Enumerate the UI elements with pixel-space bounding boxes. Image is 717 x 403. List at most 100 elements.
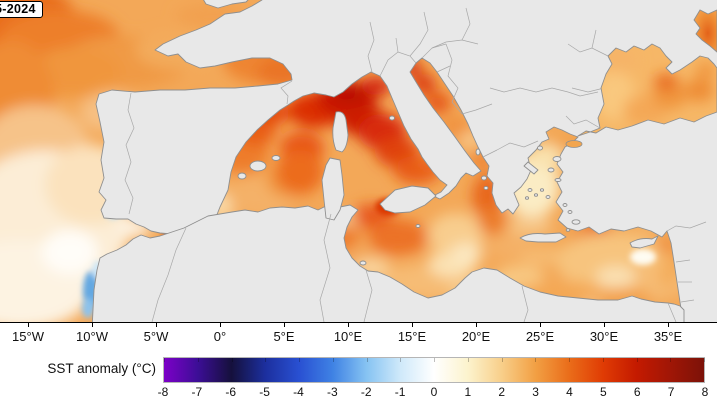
colorbar-tick-label: -4	[293, 385, 304, 399]
x-axis-tick	[668, 323, 669, 327]
x-axis-tick	[476, 323, 477, 327]
island-sicily	[379, 185, 437, 214]
island-dodecanese-1	[562, 203, 568, 207]
x-axis-tick-label: 10°W	[76, 329, 108, 344]
x-axis-tick-label: 15°W	[12, 329, 44, 344]
x-axis-tick	[220, 323, 221, 327]
colorbar-tick-label: 7	[667, 385, 675, 399]
landmasses	[91, 0, 717, 322]
island-chios	[547, 167, 555, 173]
x-axis-tick-label: 20°E	[461, 329, 491, 344]
island-cyclades-5	[545, 195, 551, 199]
mediterranean-map: 5-2024	[0, 0, 717, 322]
colorbar-tick	[670, 358, 672, 362]
island-menorca	[271, 155, 281, 161]
island-samos	[554, 178, 562, 182]
sea-of-marmara	[565, 140, 583, 148]
colorbar-tick	[636, 358, 638, 362]
island-karpathos	[565, 228, 571, 232]
colorbar-tick-label: 1	[464, 385, 472, 399]
x-axis-tick-label: 10°E	[333, 329, 363, 344]
colorbar-tick-label: -1	[394, 385, 406, 399]
sea-of-azov	[693, 9, 717, 53]
island-djerba	[359, 260, 367, 266]
island-cyclades-1	[527, 188, 533, 192]
colorbar-tick	[602, 358, 604, 362]
colorbar-tick-label: -5	[259, 385, 270, 399]
x-axis-tick-label: 35°E	[653, 329, 683, 344]
colorbar-title: SST anomaly (°C)	[47, 361, 156, 376]
x-axis: 15°W 10°W 5°W 0° 5°E 10°E 15°E 20°E 25°E 30°E 35°E	[0, 322, 717, 355]
x-axis-tick	[604, 323, 605, 327]
colorbar-tick-labels: -8 -7 -6 -5 -4 -3 -2 -1 0 1 2 3 4 5 6 7 8	[158, 385, 709, 400]
country-borders	[124, 7, 707, 322]
x-axis-tick	[540, 323, 541, 327]
x-axis-tick	[284, 323, 285, 327]
date-label-box: 5-2024	[0, 1, 43, 18]
island-mallorca	[249, 160, 267, 172]
island-corfu	[475, 148, 481, 156]
x-axis-tick-label: 5°E	[273, 329, 295, 344]
colorbar-tick	[434, 358, 435, 362]
colorbar-tick	[231, 358, 233, 362]
colorbar-tick	[197, 358, 199, 362]
x-axis-tick	[156, 323, 157, 327]
island-zakynthos	[483, 185, 489, 191]
island-crete	[519, 232, 567, 243]
colorbar-tick	[704, 358, 705, 362]
colorbar-tick	[265, 358, 267, 362]
black-sea-coast	[577, 43, 717, 137]
island-cyclades-4	[524, 196, 530, 200]
colorbar-tick-label: 3	[532, 385, 539, 399]
colorbar-tick	[366, 358, 368, 362]
x-axis-tick-label: 0°	[213, 329, 227, 344]
island-cyclades-2	[533, 193, 539, 197]
colorbar-tick-label: -8	[157, 385, 169, 399]
land-africa	[91, 204, 685, 322]
island-lesbos	[552, 156, 562, 162]
island-euboea	[523, 161, 539, 175]
date-label: 5-2024	[0, 2, 36, 16]
x-axis-tick	[28, 323, 29, 327]
colorbar-tick-label: 5	[600, 385, 607, 399]
colorbar-tick-label: 0	[430, 385, 438, 399]
colorbar-tick-label: 6	[633, 385, 641, 399]
colorbar-tick-label: 2	[498, 385, 506, 399]
x-axis-tick-label: 30°E	[589, 329, 619, 344]
island-dodecanese-2	[567, 210, 573, 214]
island-rhodes	[571, 219, 581, 225]
colorbar-tick-label: -2	[360, 385, 372, 399]
island-corsica	[332, 111, 349, 153]
x-axis-tick-label: 15°E	[397, 329, 427, 344]
island-lemnos	[537, 145, 543, 151]
colorbar-tick	[501, 358, 503, 362]
x-axis-tick-label: 5°W	[143, 329, 169, 344]
colorbar-tick	[164, 358, 165, 362]
island-malta	[415, 224, 421, 228]
x-axis-tick	[348, 323, 349, 327]
colorbar-tick	[467, 358, 469, 362]
colorbar-tick	[400, 358, 402, 362]
island-sardinia	[321, 157, 345, 221]
colorbar-tick-label: -6	[225, 385, 237, 399]
x-axis-tick	[412, 323, 413, 327]
colorbar-tick-label: 8	[701, 385, 709, 399]
island-cyprus	[629, 235, 659, 249]
colorbar-tick	[569, 358, 570, 362]
colorbar-tick-label: 4	[566, 385, 573, 399]
map-canvas	[0, 0, 717, 322]
x-axis-tick-label: 25°E	[525, 329, 555, 344]
colorbar-tick	[299, 358, 300, 362]
island-kefalonia	[481, 175, 487, 181]
colorbar-tick-label: -7	[191, 385, 203, 399]
island-cyclades-3	[539, 188, 545, 192]
colorbar-tick	[535, 358, 537, 362]
x-axis-tick	[92, 323, 93, 327]
colorbar-tick-label: -3	[327, 385, 338, 399]
colorbar	[163, 357, 705, 383]
land-england	[203, 0, 249, 9]
island-ibiza	[237, 172, 247, 180]
colorbar-tick	[332, 358, 334, 362]
island-elba	[389, 115, 395, 121]
